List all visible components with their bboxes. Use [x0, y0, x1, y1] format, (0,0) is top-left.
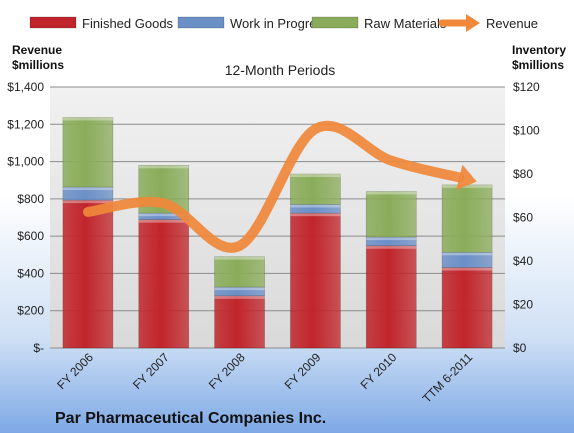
left-tick-label-7: $1,400 [7, 80, 44, 94]
left-tick-label-5: $1,000 [7, 155, 44, 169]
right-axis-title-line-1: Inventory [512, 43, 566, 57]
bar-highlight-2-3 [290, 174, 341, 177]
bar-finished-goods-1 [138, 219, 190, 349]
company-name: Par Pharmaceutical Companies Inc. [55, 410, 326, 427]
left-tick-label-0: $- [33, 341, 44, 355]
bar-raw-materials-5 [441, 184, 493, 253]
legend-label-raw-materials: Raw Materials [364, 16, 447, 31]
category-label-5: TTM 6-2011 [420, 350, 476, 406]
bar-finished-goods-2 [214, 295, 265, 349]
bar-highlight-0-0 [62, 200, 113, 204]
left-tick-label-1: $200 [17, 304, 44, 318]
category-label-3: FY 2009 [282, 350, 324, 392]
right-axis-title-line-2: $millions [512, 58, 564, 72]
right-tick-label-5: $100 [513, 124, 540, 138]
right-tick-label-4: $80 [513, 167, 533, 181]
right-tick-label-6: $120 [513, 80, 540, 94]
bar-raw-materials-2 [214, 256, 265, 288]
bar-work-in-progress-0 [62, 186, 114, 201]
plot-background [50, 87, 505, 348]
bar-highlight-0-4 [366, 245, 417, 249]
category-label-2: FY 2008 [206, 350, 248, 392]
bar-highlight-0-1 [138, 219, 189, 223]
bar-finished-goods-3 [290, 212, 341, 349]
bar-highlight-0-2 [214, 295, 265, 299]
right-tick-label-3: $60 [513, 211, 533, 225]
bar-finished-goods-5 [441, 267, 493, 349]
left-tick-label-6: $1,200 [7, 117, 44, 131]
bar-highlight-1-2 [214, 287, 265, 291]
category-label-4: FY 2010 [358, 350, 400, 392]
bar-raw-materials-3 [290, 173, 341, 205]
legend-swatch-work-in-progress [177, 16, 225, 29]
bar-highlight-1-5 [442, 252, 493, 256]
chart-title: 12-Month Periods [225, 62, 336, 78]
left-tick-label-2: $400 [17, 266, 44, 280]
bar-highlight-1-1 [138, 213, 189, 217]
right-tick-label-0: $0 [513, 341, 527, 355]
revenue-line-arrowhead [456, 164, 477, 190]
gridlines [50, 86, 505, 349]
bar-highlight-0-5 [442, 267, 493, 271]
legend: Finished Goods Work in Progress Raw Materi… [29, 14, 538, 32]
legend-label-work-in-progress: Work in Progress [230, 16, 330, 31]
bar-highlight-2-1 [138, 165, 189, 169]
left-tick-label-4: $800 [17, 192, 44, 206]
left-axis-title-line-2: $millions [12, 58, 64, 72]
bar-highlight-2-0 [62, 117, 113, 121]
category-label-0: FY 2006 [54, 350, 96, 392]
legend-swatch-finished-goods [29, 16, 77, 29]
bar-finished-goods-0 [62, 199, 114, 349]
bar-highlight-1-4 [366, 237, 417, 241]
revenue-line [82, 120, 477, 253]
bar-raw-materials-4 [365, 191, 417, 238]
category-labels: FY 2006 FY 2007 FY 2008 FY 2009 FY 2010 TTM 6… [54, 350, 475, 406]
axis-titles: Revenue $millions Inventory $millions 12… [12, 43, 566, 78]
bar-highlight-2-5 [442, 184, 493, 188]
axis-ticks: $- $200 $400 $600 $800 $1,000 $1,200 $1,400 $0 $2… [7, 80, 540, 355]
bars [62, 117, 493, 349]
legend-arrow-revenue [466, 14, 480, 32]
plot-area [50, 87, 505, 348]
right-tick-label-2: $40 [513, 254, 533, 268]
legend-label-finished-goods: Finished Goods [82, 16, 174, 31]
bar-highlight-1-0 [62, 187, 113, 191]
left-axis-title-line-1: Revenue [12, 43, 62, 57]
legend-swatch-raw-materials [311, 16, 359, 29]
revenue-line-path [82, 120, 465, 253]
bar-highlight-0-3 [290, 213, 341, 217]
right-tick-label-1: $20 [513, 298, 533, 312]
legend-label-revenue: Revenue [486, 16, 538, 31]
bar-finished-goods-4 [365, 245, 417, 349]
bar-highlight-2-2 [214, 256, 265, 260]
bar-highlight-1-3 [290, 204, 341, 208]
bar-highlight-2-4 [366, 191, 417, 195]
bar-raw-materials-0 [62, 117, 114, 188]
left-tick-label-3: $600 [17, 229, 44, 243]
category-label-1: FY 2007 [130, 350, 172, 392]
